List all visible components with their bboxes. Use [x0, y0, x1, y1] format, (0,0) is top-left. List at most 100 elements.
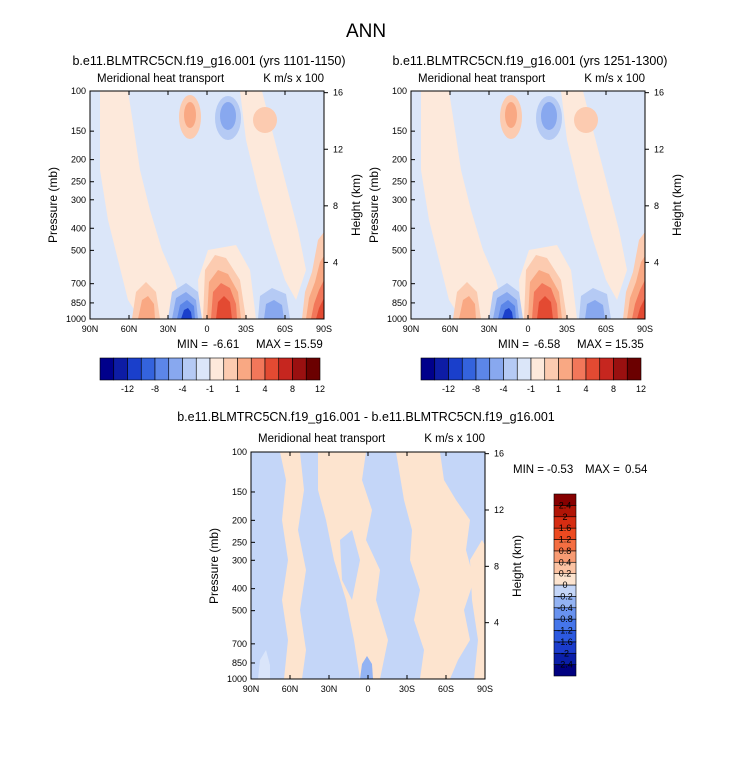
y-tick-label: 100: [232, 447, 247, 457]
colorbar-label: 1.2: [559, 535, 572, 545]
colorbar-label: 0.8: [559, 546, 572, 556]
y-tick-label: 200: [392, 155, 407, 165]
panel-3-max-value: 0.54: [625, 464, 648, 476]
panel-1-anomaly: [316, 298, 324, 319]
colorbar-label: 12: [315, 384, 325, 394]
panel-3-ylabel: Pressure (mb): [207, 528, 221, 604]
colorbar-swatch: [626, 357, 642, 381]
y-tick-label: 150: [232, 487, 247, 497]
page-title: ANN: [346, 21, 386, 42]
x-tick-label: 90S: [477, 684, 493, 694]
y-tick-label: 250: [392, 177, 407, 187]
colorbar-swatch: [127, 357, 142, 381]
panel-2-min-label: MIN =: [498, 339, 529, 351]
y-tick-label: 150: [71, 126, 86, 136]
panel-2-title: b.e11.BLMTRC5CN.f19_g16.001 (yrs 1251-13…: [393, 54, 668, 68]
colorbar-label: 2: [562, 512, 567, 522]
y-tick-label: 250: [71, 177, 86, 187]
x-tick-label: 30S: [238, 324, 254, 334]
panel-3-title: b.e11.BLMTRC5CN.f19_g16.001 - b.e11.BLMT…: [177, 410, 555, 424]
panel-1-stats: MIN = -6.61 MAX = 15.59: [177, 339, 323, 351]
colorbar-swatch: [475, 357, 491, 381]
colorbar-label: 0: [562, 580, 567, 590]
colorbar-label: -4: [178, 384, 186, 394]
panel-3-neg-spot: [360, 656, 373, 679]
colorbar-swatch: [530, 357, 546, 381]
panel-2-anomaly: [505, 102, 517, 128]
panel-2-left-label: Meridional heat transport: [418, 73, 546, 85]
panel-2-anomaly: [637, 298, 645, 319]
panel-2-pos-band: [561, 91, 627, 300]
x-tick-label: 90S: [637, 324, 653, 334]
colorbar-swatch: [250, 357, 266, 381]
panel-3-pos-band: [396, 452, 474, 679]
panel-3-right-label: K m/s x 100: [424, 433, 485, 445]
colorbar-swatch: [558, 357, 573, 381]
panel-1-ylabel: Pressure (mb): [46, 167, 60, 243]
y-right-tick-label: 16: [654, 88, 664, 98]
y-right-tick-label: 8: [654, 201, 659, 211]
x-tick-label: 90S: [316, 324, 332, 334]
colorbar-label: 1.6: [559, 523, 572, 533]
panel-1-max-value: 15.59: [294, 339, 323, 351]
panel-1-title: b.e11.BLMTRC5CN.f19_g16.001 (yrs 1101-11…: [72, 54, 345, 68]
y-tick-label: 200: [232, 515, 247, 525]
colorbar-label: 12: [636, 384, 646, 394]
colorbar-label: -1: [527, 384, 535, 394]
panel-2-axes: 90N 60N 30N 0 30S 60S 90S 100 150 200 250 300 400 500…: [387, 86, 664, 334]
colorbar-swatch: [278, 357, 293, 381]
y-right-tick-label: 4: [333, 257, 338, 267]
y-tick-label: 100: [71, 86, 86, 96]
panel-2-stats: MIN = -6.58 MAX = 15.35: [498, 339, 644, 351]
panel-2-anomaly: [537, 296, 553, 319]
panel-2-field: [411, 91, 645, 319]
x-tick-label: 0: [365, 684, 370, 694]
panel-2-ylabel-right: Height (km): [670, 174, 684, 236]
colorbar-swatch: [195, 357, 211, 381]
colorbar-swatch: [182, 357, 197, 381]
colorbar-label: -1.6: [557, 637, 573, 647]
y-tick-label: 850: [392, 298, 407, 308]
colorbar-swatch: [571, 357, 587, 381]
colorbar-swatch: [113, 357, 128, 381]
panel-1: b.e11.BLMTRC5CN.f19_g16.001 (yrs 1101-11…: [46, 54, 363, 394]
colorbar-label: 0.4: [559, 557, 572, 567]
y-tick-label: 300: [232, 555, 247, 565]
colorbar-swatch: [599, 357, 614, 381]
colorbar-swatch: [140, 357, 156, 381]
y-tick-label: 700: [232, 639, 247, 649]
x-tick-label: 0: [525, 324, 530, 334]
colorbar-swatch: [154, 357, 170, 381]
colorbar-label: 8: [611, 384, 616, 394]
x-tick-label: 90N: [82, 324, 99, 334]
panel-3-axes: 90N 60N 30N 0 30S 60S 90S 100 150 200 250 300 400 500…: [227, 447, 504, 694]
y-tick-label: 1000: [387, 314, 407, 324]
colorbar-swatch: [420, 357, 436, 381]
colorbar-swatch: [292, 357, 307, 381]
colorbar-label: -2.4: [557, 660, 573, 670]
panel-1-pos-band: [240, 91, 306, 300]
panel-1-anomaly: [181, 308, 192, 319]
x-tick-label: 60S: [438, 684, 454, 694]
panel-2-anomaly: [541, 102, 557, 130]
colorbar-swatch: [613, 357, 628, 381]
panel-1-anomaly: [184, 102, 196, 128]
colorbar-swatch: [168, 357, 183, 381]
x-tick-label: 30S: [559, 324, 575, 334]
colorbar-label: -0.4: [557, 603, 573, 613]
y-tick-label: 1000: [66, 314, 86, 324]
y-right-tick-label: 16: [333, 88, 343, 98]
y-tick-label: 100: [392, 86, 407, 96]
colorbar-swatch: [461, 357, 477, 381]
panel-2-right-label: K m/s x 100: [584, 73, 645, 85]
colorbar-label: 1: [235, 384, 240, 394]
panel-3-min-value: -0.53: [547, 464, 573, 476]
panel-1-anomaly: [264, 300, 284, 319]
panel-2-max-label: MAX =: [577, 339, 612, 351]
colorbar-swatch: [223, 357, 238, 381]
y-tick-label: 700: [71, 279, 86, 289]
y-right-tick-label: 8: [494, 561, 499, 571]
colorbar-swatch: [503, 357, 518, 381]
panel-2: b.e11.BLMTRC5CN.f19_g16.001 (yrs 1251-13…: [367, 54, 684, 394]
